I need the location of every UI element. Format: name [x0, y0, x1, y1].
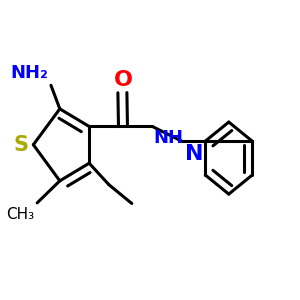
Text: CH₃: CH₃: [6, 207, 34, 222]
Text: NH: NH: [154, 129, 184, 147]
Text: NH₂: NH₂: [10, 64, 48, 82]
Text: N: N: [185, 144, 204, 164]
Text: O: O: [114, 70, 134, 90]
Text: S: S: [14, 135, 29, 155]
